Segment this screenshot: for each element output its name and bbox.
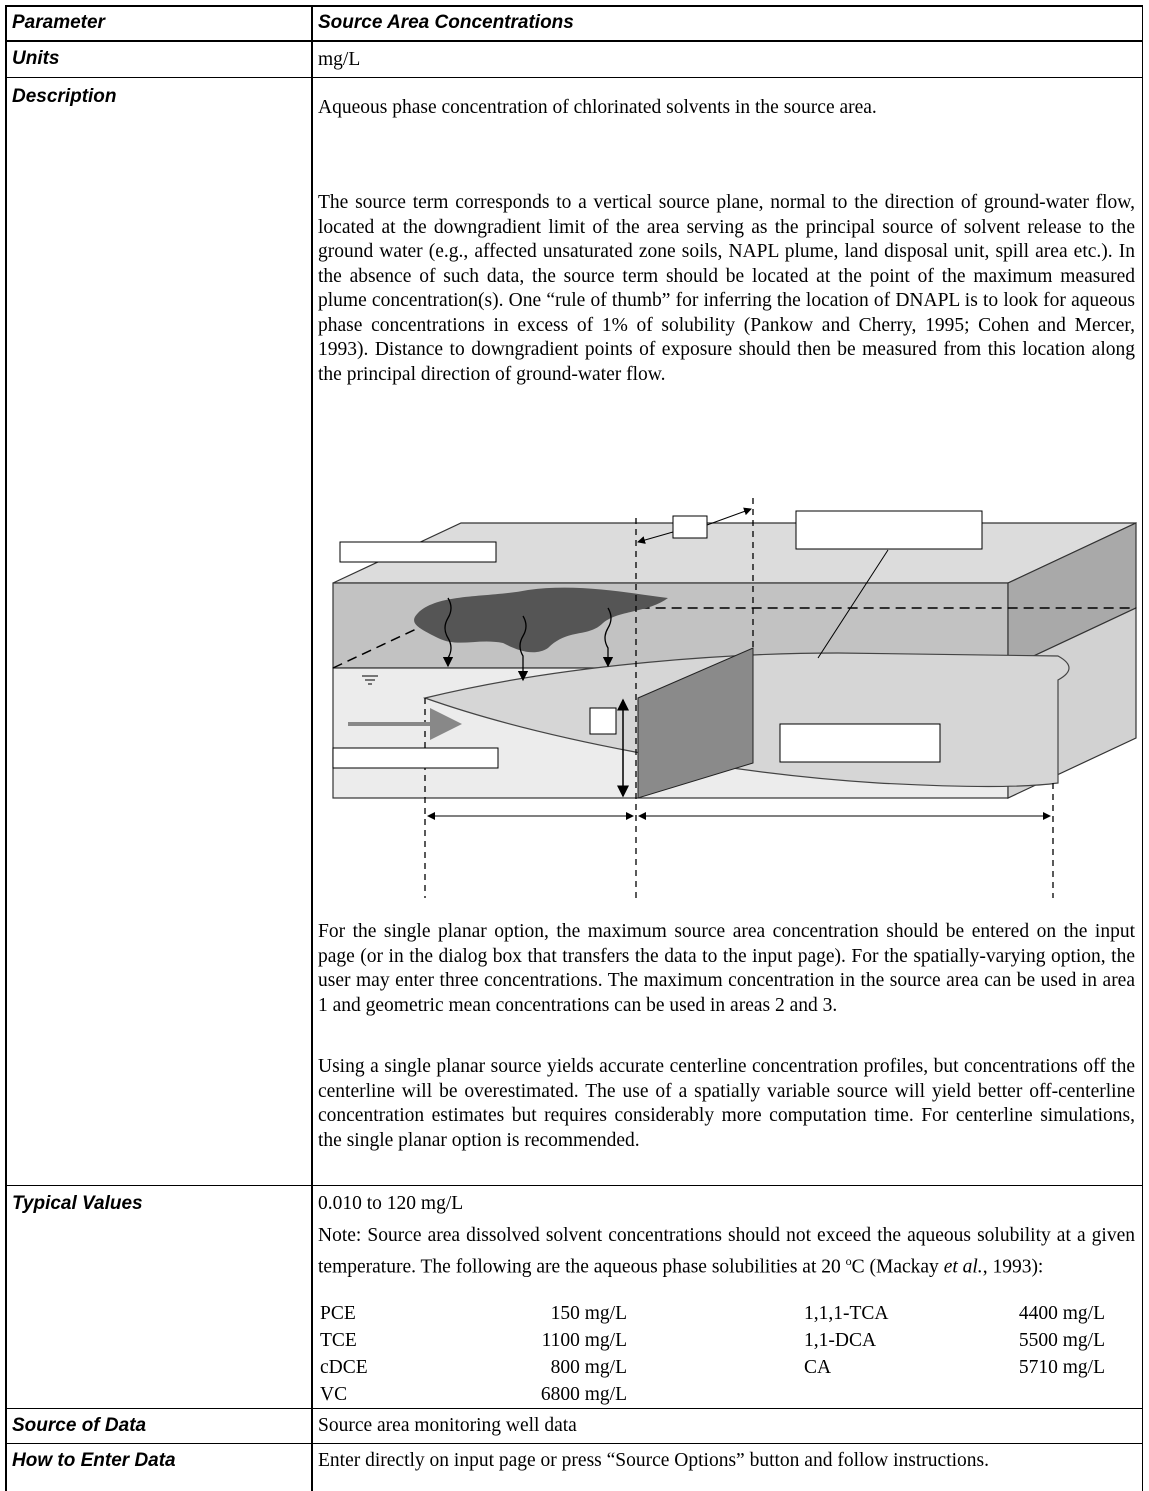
- solubility-value: 4400 mg/L: [1018, 1303, 1105, 1324]
- label-box: [779, 723, 941, 763]
- row-label: Units: [12, 48, 60, 69]
- row-label: Source of Data: [12, 1415, 147, 1436]
- note-text: C (Mackay: [851, 1256, 944, 1277]
- solubility-value: 5500 mg/L: [1018, 1330, 1105, 1351]
- leader: [817, 549, 889, 659]
- label-box: [672, 515, 708, 539]
- w-arrow: [637, 531, 674, 544]
- cell-text: 0.010 to 120 mg/L: [318, 1193, 464, 1214]
- paragraph: Aqueous phase concentration of chlorinat…: [318, 97, 877, 118]
- compound: TCE: [320, 1330, 357, 1351]
- compound: 1,1,1-TCA: [804, 1303, 889, 1324]
- border: [1142, 5, 1143, 1491]
- source-plane: [637, 647, 754, 799]
- paragraph: For the single planar option, the maximu…: [318, 921, 1135, 1016]
- note-text: o: [845, 1253, 852, 1268]
- border: [5, 1185, 1143, 1186]
- header-label: Parameter: [12, 12, 105, 33]
- solubility-value: 6800 mg/L: [540, 1384, 627, 1405]
- cell-text: Source area monitoring well data: [318, 1415, 577, 1436]
- paragraph: The source term corresponds to a vertica…: [318, 192, 1135, 385]
- solubility-value: 1100 mg/L: [541, 1330, 627, 1351]
- compound: 1,1-DCA: [804, 1330, 877, 1351]
- diagram: [332, 498, 1137, 898]
- label-box: [795, 510, 983, 550]
- note: Note: Source area dissolved solvent conc…: [318, 1224, 1135, 1280]
- row-label: Description: [12, 86, 117, 107]
- note-text: Note: Source area dissolved solvent conc…: [318, 1225, 1135, 1277]
- border: [5, 77, 1143, 78]
- cell-text: Enter directly on input page or press “S…: [318, 1450, 989, 1471]
- dashed-guides: [424, 498, 1054, 898]
- compound: CA: [804, 1357, 832, 1378]
- note-text: , 1993):: [982, 1256, 1044, 1277]
- label-box: [589, 707, 617, 735]
- border: [5, 5, 7, 1491]
- solubility-value: 800 mg/L: [550, 1357, 627, 1378]
- w-arrow: [706, 507, 752, 526]
- water-table-symbol: [362, 675, 378, 685]
- compound: VC: [320, 1384, 348, 1405]
- header-title: Source Area Concentrations: [318, 12, 574, 33]
- border: [311, 5, 313, 1491]
- row-label: How to Enter Data: [12, 1450, 176, 1471]
- infiltration-arrows: [442, 597, 614, 682]
- row-label: Typical Values: [12, 1193, 143, 1214]
- border: [5, 1443, 1143, 1444]
- border: [5, 40, 1143, 42]
- cell-text: mg/L: [318, 49, 361, 70]
- label-box: [332, 747, 499, 769]
- solubility-value: 150 mg/L: [550, 1303, 627, 1324]
- soil-zone: [414, 587, 668, 653]
- solubility-value: 5710 mg/L: [1018, 1357, 1105, 1378]
- compound: PCE: [320, 1303, 356, 1324]
- note-text: et al.: [943, 1256, 983, 1277]
- solubility-row: PCE 150 mg/L 1,1,1-TCA 4400 mg/L: [318, 1300, 1135, 1327]
- border: [5, 1408, 1143, 1409]
- compound: cDCE: [320, 1357, 368, 1378]
- solubility-row: VC 6800 mg/L: [318, 1381, 1135, 1408]
- label-box: [339, 541, 497, 563]
- border: [5, 5, 1143, 7]
- solubility-row: cDCE 800 mg/L CA 5710 mg/L: [318, 1354, 1135, 1381]
- paragraph: Using a single planar source yields accu…: [318, 1056, 1135, 1151]
- solubility-row: TCE 1100 mg/L 1,1-DCA 5500 mg/L: [318, 1327, 1135, 1354]
